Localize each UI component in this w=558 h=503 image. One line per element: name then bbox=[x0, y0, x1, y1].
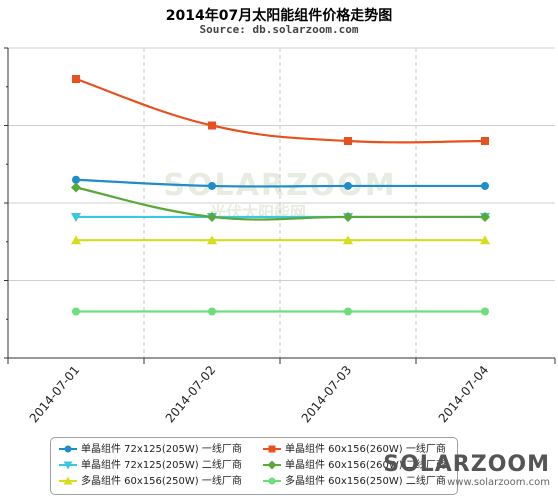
data-point-series-6 bbox=[344, 307, 352, 316]
data-point-series-4 bbox=[207, 211, 217, 222]
legend-symbol bbox=[59, 461, 77, 470]
legend-label: 多晶组件 60x156(250W) 一线厂商 bbox=[81, 476, 242, 487]
data-point-series-1 bbox=[72, 175, 80, 184]
legend-item-2[interactable]: 单晶组件 60x156(260W) 一线厂商 bbox=[263, 443, 446, 457]
legend-item-5[interactable]: 多晶组件 60x156(250W) 一线厂商 bbox=[59, 475, 242, 489]
series-line-2 bbox=[75, 77, 486, 144]
legend-label: 多晶组件 60x156(250W) 二线厂商 bbox=[285, 476, 446, 487]
legend-symbol bbox=[263, 445, 281, 453]
data-point-series-2 bbox=[344, 137, 352, 145]
data-point-series-6 bbox=[72, 307, 80, 316]
legend-symbol bbox=[59, 476, 77, 485]
data-point-series-1 bbox=[208, 181, 216, 190]
series-lines bbox=[75, 77, 486, 313]
data-point-series-1 bbox=[481, 181, 489, 190]
legend-label: 单晶组件 60x156(260W) 一线厂商 bbox=[285, 444, 446, 455]
data-point-series-5 bbox=[207, 235, 217, 245]
data-point-series-5 bbox=[480, 235, 490, 245]
legend-symbol bbox=[263, 477, 281, 485]
data-point-series-2 bbox=[481, 137, 489, 145]
chart-subtitle: Source: db.solarzoom.com bbox=[199, 23, 359, 36]
legend-symbol bbox=[59, 445, 77, 453]
series-line-4 bbox=[75, 186, 485, 221]
footer-logo: SOLARZOOM bbox=[383, 452, 550, 477]
legend-label: 单晶组件 60x156(260W) 二线厂商 bbox=[285, 460, 446, 471]
x-tick-label: 2014-07-04 bbox=[436, 363, 492, 425]
series-line-1 bbox=[75, 178, 485, 188]
legend-label: 单晶组件 72x125(205W) 一线厂商 bbox=[81, 444, 242, 455]
x-tick-label: 2014-07-01 bbox=[27, 363, 83, 425]
legend-item-3[interactable]: 单晶组件 72x125(205W) 二线厂商 bbox=[59, 459, 242, 473]
data-point-series-6 bbox=[481, 307, 489, 316]
data-point-series-1 bbox=[344, 181, 352, 190]
data-point-series-3 bbox=[71, 212, 81, 222]
watermark: SOLARZOOM 光伏太阳能网 bbox=[163, 168, 394, 222]
data-point-series-4 bbox=[343, 211, 353, 222]
legend-symbol bbox=[263, 460, 281, 470]
legend-item-6[interactable]: 多晶组件 60x156(250W) 二线厂商 bbox=[263, 475, 446, 489]
legend-item-1[interactable]: 单晶组件 72x125(205W) 一线厂商 bbox=[59, 443, 242, 457]
legend-label: 单晶组件 72x125(205W) 二线厂商 bbox=[81, 460, 242, 471]
series-markers bbox=[71, 75, 490, 316]
data-point-series-4 bbox=[480, 211, 490, 222]
x-tick-label: 2014-07-02 bbox=[163, 363, 219, 425]
footer-brand: SOLARZOOM www.solarzoom.com bbox=[383, 452, 550, 488]
data-point-series-6 bbox=[208, 307, 216, 316]
chart-title: 2014年07月太阳能组件价格走势图 bbox=[165, 8, 393, 24]
footer-url: www.solarzoom.com bbox=[447, 477, 550, 488]
legend-item-4[interactable]: 单晶组件 60x156(260W) 二线厂商 bbox=[263, 459, 446, 473]
data-point-series-4 bbox=[71, 182, 81, 193]
data-point-series-2 bbox=[72, 75, 80, 83]
data-point-series-2 bbox=[208, 121, 216, 130]
data-point-series-5 bbox=[343, 235, 353, 245]
x-tick-labels: 2014-07-01 2014-07-02 2014-07-03 2014-07-04 bbox=[27, 363, 492, 425]
x-tick-label: 2014-07-03 bbox=[299, 363, 355, 425]
axes bbox=[4, 47, 556, 364]
legend[interactable]: 单晶组件 72x125(205W) 一线厂商单晶组件 60x156(260W) … bbox=[50, 437, 458, 495]
data-point-series-5 bbox=[71, 235, 81, 245]
